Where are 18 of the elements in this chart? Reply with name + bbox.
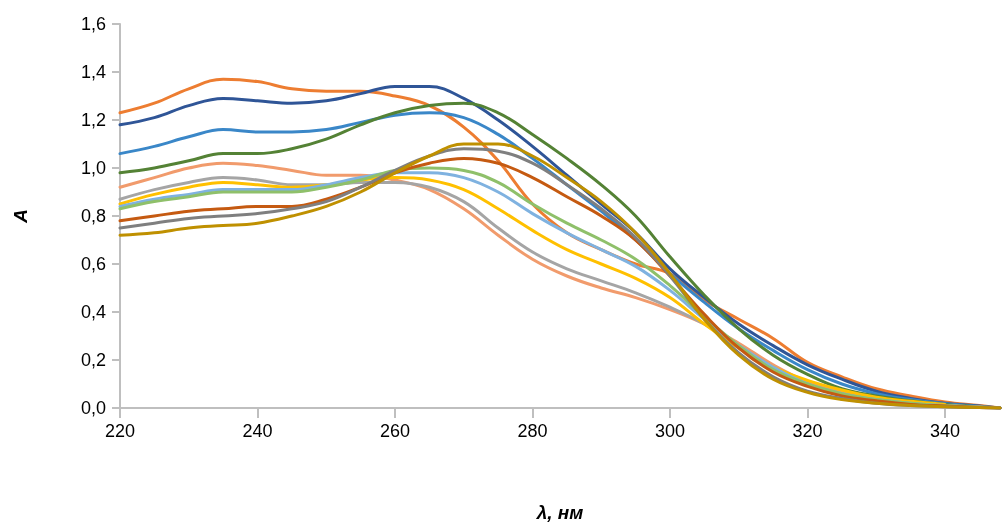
y-tick-label: 1,4 <box>80 62 106 82</box>
y-tick-label: 0,6 <box>80 254 106 274</box>
y-tick-label: 0,8 <box>80 206 106 226</box>
x-tick-label: 340 <box>929 421 961 441</box>
x-tick-label: 260 <box>379 421 411 441</box>
y-tick-label: 1,0 <box>80 158 106 178</box>
y-tick-label: 1,2 <box>80 110 106 130</box>
x-axis-title: λ, нм <box>535 502 584 523</box>
x-tick-label: 320 <box>792 421 823 441</box>
y-tick-label: 0,2 <box>80 350 106 370</box>
x-tick-label: 280 <box>517 421 548 441</box>
y-tick-label: 1,6 <box>80 14 106 34</box>
y-tick-label: 0,4 <box>80 302 106 322</box>
x-tick-label: 240 <box>242 421 273 441</box>
x-tick-label: 300 <box>654 421 686 441</box>
y-tick-label: 0,0 <box>80 398 106 418</box>
y-axis-title: A <box>10 209 31 224</box>
x-tick-label: 220 <box>104 421 136 441</box>
